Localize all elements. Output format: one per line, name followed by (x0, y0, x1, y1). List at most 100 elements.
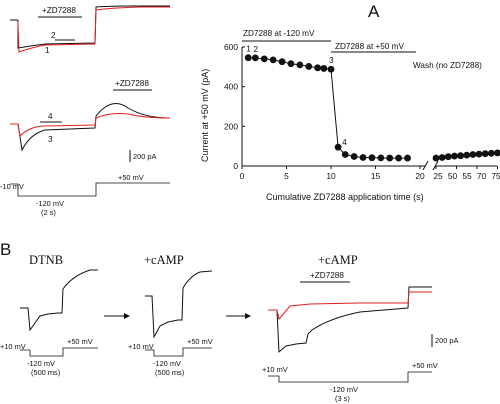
data-point (469, 151, 477, 158)
sub2-protocol (145, 347, 212, 357)
top-trace-red (17, 6, 170, 53)
x-tick-label: 70 (477, 171, 487, 181)
sub2-tail: +50 mV (187, 337, 213, 346)
data-point (386, 154, 394, 162)
data-point (260, 55, 268, 63)
data-point (334, 143, 342, 151)
mid-traces (10, 103, 171, 152)
x-tick-label: 0 (240, 171, 245, 181)
sub3-trace-black (268, 286, 432, 354)
wash-label: Wash (no ZD7288) (413, 61, 482, 70)
y-axis-title: Current at +50 mV (pA) (200, 69, 210, 162)
arrow-1-head (124, 313, 130, 319)
data-point (368, 154, 376, 162)
sub1-traces (20, 269, 98, 332)
top-traces (10, 5, 170, 53)
data-point (404, 154, 411, 162)
x-tick-label: 25 (433, 171, 443, 181)
protocol-a-step: -120 mV (36, 199, 64, 208)
top-drug-label: +ZD7288 (42, 6, 76, 15)
data-point (305, 63, 313, 70)
point-label: 1 (246, 44, 251, 54)
sub3-step: -120 mV (330, 385, 358, 394)
data-point (395, 154, 403, 162)
point-label: 3 (329, 55, 334, 65)
data-point (350, 153, 358, 160)
data-point (438, 154, 446, 161)
data-point (494, 149, 500, 157)
sub3-traces (268, 286, 432, 354)
mid-trace-black (10, 103, 171, 152)
data-point (377, 154, 385, 162)
data-point (278, 58, 286, 66)
series-line (248, 57, 408, 159)
mid-trace-red (10, 113, 171, 138)
sub1-title: DTNB (29, 253, 63, 267)
y-tick-label: 200 (224, 121, 238, 131)
panel-a-letter: A (368, 2, 380, 21)
data-point (296, 61, 304, 69)
data-point (320, 65, 328, 72)
sub3-title: +cAMP (318, 253, 358, 267)
sub2-trace (145, 270, 213, 339)
sub3-duration: (3 s) (335, 394, 350, 403)
x-ticks: 0 5 10 15 20 25 50 55 70 75 (240, 166, 500, 181)
sub3-hold: +10 mV (262, 365, 288, 374)
data-point (341, 151, 349, 158)
data-point (457, 152, 464, 160)
y-tick-label: 600 (224, 42, 238, 52)
panel-b-scale-label: 200 pA (435, 336, 458, 345)
data-point (327, 65, 335, 73)
panel-a-scale-label: 200 pA (133, 152, 156, 161)
x-tick-label: 15 (371, 171, 381, 181)
sub2-duration: (500 ms) (155, 368, 184, 377)
annotation-label-1: ZD7288 at -120 mV (243, 29, 315, 38)
data-point (444, 153, 452, 161)
data-points (244, 54, 500, 162)
sub2-hold: +10 mV (128, 342, 154, 351)
sub2-title: +cAMP (144, 253, 184, 267)
data-point (269, 56, 277, 64)
y-tick-label: 400 (224, 82, 238, 92)
data-point (487, 149, 495, 157)
point-labels: 1 2 3 4 (246, 44, 347, 147)
data-point (451, 152, 458, 160)
x-tick-label: 5 (284, 171, 289, 181)
sub1-tail: +50 mV (67, 337, 93, 346)
data-point (287, 60, 295, 68)
x-axis-title: Cumulative ZD7288 application time (s) (266, 192, 424, 202)
arrow-2-head (245, 313, 251, 319)
sub2-step: -120 mV (153, 359, 181, 368)
data-point (481, 150, 489, 158)
axis-break-mark-right (432, 160, 439, 171)
x-tick-label: 50 (448, 171, 458, 181)
sub3-tail: +50 mV (412, 361, 438, 370)
annotation-label-2: ZD7288 at +50 mV (335, 42, 404, 51)
protocol-a-hold: -10 mV (0, 182, 24, 191)
sub1-trace (20, 269, 98, 332)
data-point (463, 151, 471, 159)
x-tick-label: 75 (491, 171, 500, 181)
data-point (475, 150, 483, 158)
data-point (251, 54, 259, 62)
sub1-duration: (500 ms) (31, 368, 60, 377)
x-tick-label: 20 (415, 171, 425, 181)
panel-b-letter: B (0, 240, 11, 259)
x-tick-label: 55 (462, 171, 472, 181)
sub1-hold: +10 mV (0, 342, 26, 351)
sub1-protocol (20, 347, 98, 357)
sub3-trace-red (268, 291, 432, 321)
current-vs-time-chart: 0 200 400 600 0 5 10 15 20 25 50 55 70 75 1 2 3 4 ZD728… (200, 29, 500, 202)
trace-label-1: 1 (45, 46, 50, 55)
axis-break-mark-left (422, 160, 429, 171)
trace-label-2: 2 (51, 31, 56, 40)
mid-drug-label: +ZD7288 (115, 79, 149, 88)
protocol-a-duration: (2 s) (41, 208, 56, 217)
sub3-drug-label: +ZD7288 (310, 271, 344, 280)
sub2-traces (145, 270, 213, 339)
point-label: 2 (253, 44, 258, 54)
sub3-protocol (268, 371, 432, 383)
top-trace-black (17, 5, 170, 49)
protocol-a-tail: +50 mV (118, 173, 144, 182)
